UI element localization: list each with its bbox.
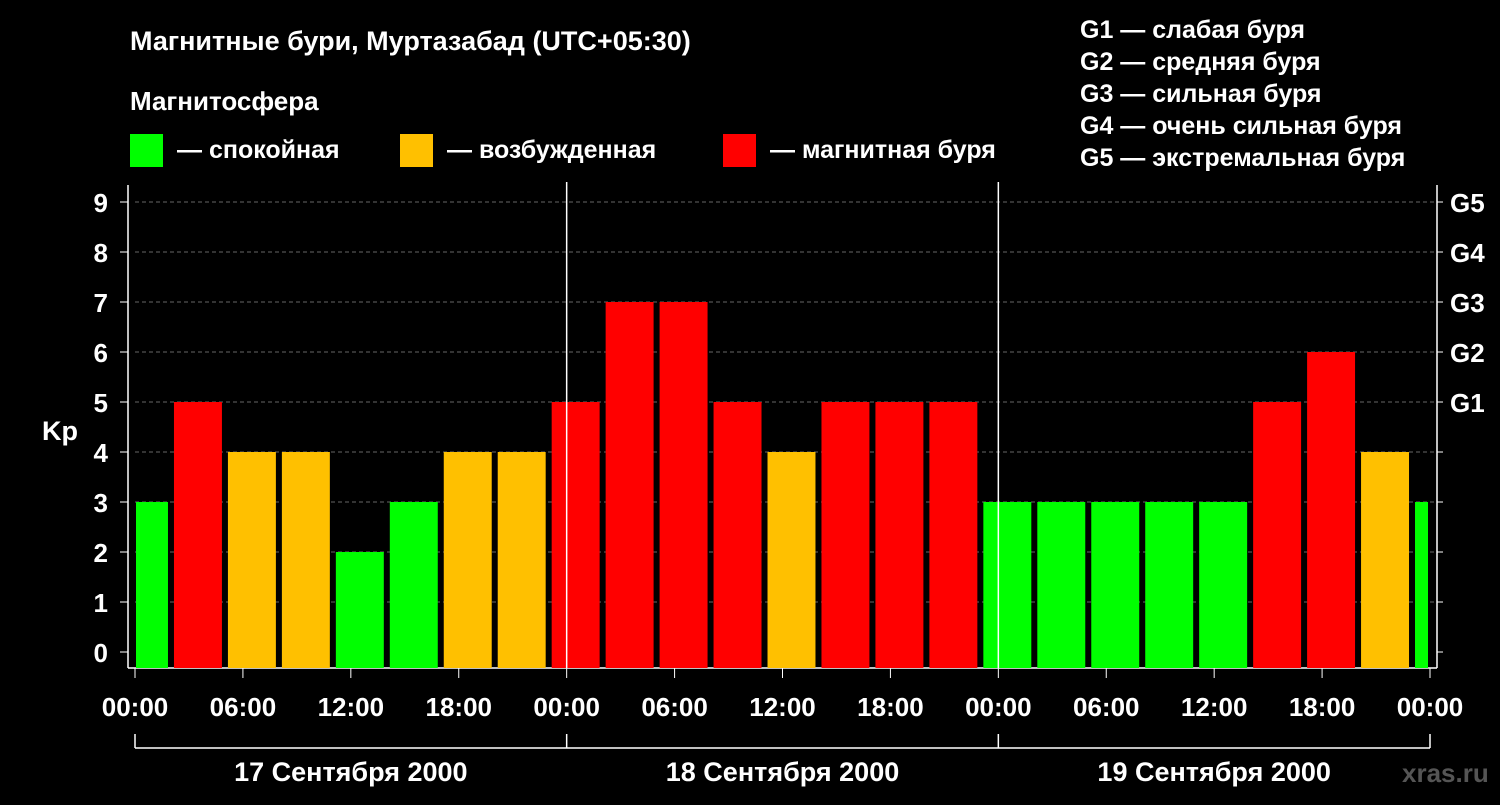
g-tick-label: G2 bbox=[1450, 338, 1485, 368]
kp-bar bbox=[713, 402, 762, 668]
y-tick-label: 8 bbox=[94, 238, 108, 268]
x-tick-label: 06:00 bbox=[210, 692, 277, 722]
day-label: 18 Сентября 2000 bbox=[666, 757, 899, 787]
g-scale-legend: G1 — слабая буря G2 — средняя буря G3 — си… bbox=[1080, 16, 1405, 172]
kp-bar bbox=[173, 402, 222, 668]
legend-label: — магнитная буря bbox=[770, 136, 996, 164]
watermark: xras.ru bbox=[1402, 758, 1489, 788]
x-tick-label: 00:00 bbox=[965, 692, 1032, 722]
x-tick-label: 00:00 bbox=[102, 692, 169, 722]
y-tick-label: 6 bbox=[94, 338, 108, 368]
legend-swatch bbox=[400, 134, 433, 167]
plot-area: 0 1 2 3 4 5 6 7 8 9 G1 G2 G3 G4 G5 00:00 06:00 12:00 18:00… bbox=[94, 182, 1485, 787]
g-scale-item: G1 — слабая буря bbox=[1080, 16, 1305, 44]
kp-bar bbox=[767, 452, 816, 668]
g-tick-label: G1 bbox=[1450, 388, 1485, 418]
g-tick-label: G4 bbox=[1450, 238, 1485, 268]
g-scale-item: G5 — экстремальная буря bbox=[1080, 144, 1405, 172]
x-tick-label: 06:00 bbox=[1073, 692, 1140, 722]
x-tick-label: 18:00 bbox=[426, 692, 493, 722]
g-tick-label: G3 bbox=[1450, 288, 1485, 318]
chart-title: Магнитные бури, Муртазабад (UTC+05:30) bbox=[130, 26, 691, 56]
y-tick-label: 9 bbox=[94, 188, 108, 218]
kp-bar bbox=[659, 302, 708, 668]
kp-bar bbox=[551, 402, 600, 668]
g-scale-item: G4 — очень сильная буря bbox=[1080, 112, 1402, 140]
kp-bar bbox=[443, 452, 492, 668]
x-tick-label: 00:00 bbox=[1397, 692, 1464, 722]
kp-bar bbox=[227, 452, 276, 668]
kp-bar bbox=[1037, 502, 1086, 668]
x-tick-label: 00:00 bbox=[533, 692, 600, 722]
legend: — спокойная — возбужденная — магнитная бур… bbox=[130, 134, 996, 167]
day-label: 19 Сентября 2000 bbox=[1097, 757, 1330, 787]
kp-bar bbox=[1199, 502, 1248, 668]
g-tick-label: G5 bbox=[1450, 188, 1485, 218]
kp-bar bbox=[281, 452, 330, 668]
kp-bar bbox=[821, 402, 870, 668]
kp-bar bbox=[1307, 352, 1356, 668]
y-tick-label: 4 bbox=[94, 438, 109, 468]
x-tick-label: 12:00 bbox=[749, 692, 816, 722]
kp-bar bbox=[983, 502, 1032, 668]
day-label: 17 Сентября 2000 bbox=[234, 757, 467, 787]
legend-swatch bbox=[723, 134, 756, 167]
g-scale-item: G2 — средняя буря bbox=[1080, 48, 1321, 76]
kp-bar bbox=[875, 402, 924, 668]
legend-label: — спокойная bbox=[177, 136, 340, 164]
x-tick-label: 12:00 bbox=[1181, 692, 1248, 722]
y-tick-label: 0 bbox=[94, 638, 108, 668]
y-axis-label: Kp bbox=[42, 416, 78, 446]
y-tick-label: 3 bbox=[94, 488, 108, 518]
kp-bar bbox=[605, 302, 654, 668]
kp-bar bbox=[1253, 402, 1302, 668]
g-scale-item: G3 — сильная буря bbox=[1080, 80, 1322, 108]
y-tick-label: 5 bbox=[94, 388, 108, 418]
y-tick-label: 2 bbox=[94, 538, 108, 568]
y-tick-label: 7 bbox=[94, 288, 108, 318]
y-tick-label: 1 bbox=[94, 588, 108, 618]
legend-swatch bbox=[130, 134, 163, 167]
kp-bar bbox=[1091, 502, 1140, 668]
kp-bar bbox=[1361, 452, 1410, 668]
kp-bar bbox=[1415, 502, 1428, 668]
legend-label: — возбужденная bbox=[447, 136, 656, 164]
kp-bar bbox=[335, 552, 384, 668]
x-tick-label: 06:00 bbox=[641, 692, 708, 722]
kp-bar bbox=[389, 502, 438, 668]
x-tick-label: 18:00 bbox=[857, 692, 924, 722]
x-tick-label: 18:00 bbox=[1289, 692, 1356, 722]
legend-title: Магнитосфера bbox=[130, 86, 319, 116]
kp-bar bbox=[929, 402, 978, 668]
kp-bar bbox=[1145, 502, 1194, 668]
x-tick-label: 12:00 bbox=[318, 692, 385, 722]
kp-bar bbox=[497, 452, 546, 668]
kp-bar bbox=[136, 502, 168, 668]
